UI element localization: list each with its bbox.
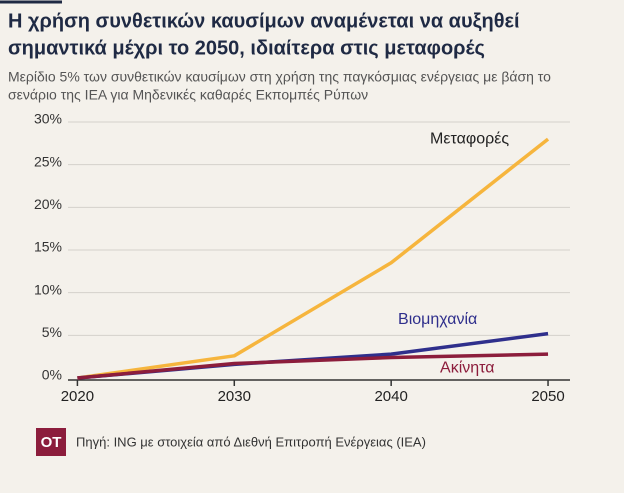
y-tick-label: 5% <box>42 324 62 340</box>
series-label: Ακίνητα <box>440 359 494 376</box>
logo-box <box>36 428 66 456</box>
chart-title: Η χρήση συνθετικών καυσίμων αναμένεται ν… <box>8 10 520 32</box>
chart-subtitle: Μερίδιο 5% των συνθετικών καυσίμων στη χ… <box>8 69 551 85</box>
x-tick-label: 2020 <box>61 388 94 405</box>
y-tick-label: 0% <box>42 367 62 383</box>
series-line <box>77 352 549 380</box>
chart-subtitle-line: σενάριο της IEA για Μηδενικές καθαρές Εκ… <box>8 87 368 103</box>
series-label: Μεταφορές <box>430 130 509 147</box>
x-tick-label: 2030 <box>218 388 251 405</box>
source: Πηγή: ING με στοιχεία από Διεθνή Επιτροπ… <box>76 434 426 449</box>
x-tick-label: 2040 <box>374 388 407 405</box>
y-tick-label: 15% <box>34 239 62 255</box>
series-line <box>77 137 550 380</box>
y-tick-label: 20% <box>34 196 62 212</box>
x-tick-label: 2050 <box>531 388 564 405</box>
y-tick-label: 10% <box>34 281 62 297</box>
y-tick-label: 30% <box>34 111 62 127</box>
series-label: Βιομηχανία <box>398 311 477 328</box>
chart-title-line: σημαντικά μέχρι το 2050, ιδιαίτερα στις … <box>8 37 485 59</box>
y-tick-label: 25% <box>34 153 62 169</box>
logo: OT <box>41 434 62 451</box>
